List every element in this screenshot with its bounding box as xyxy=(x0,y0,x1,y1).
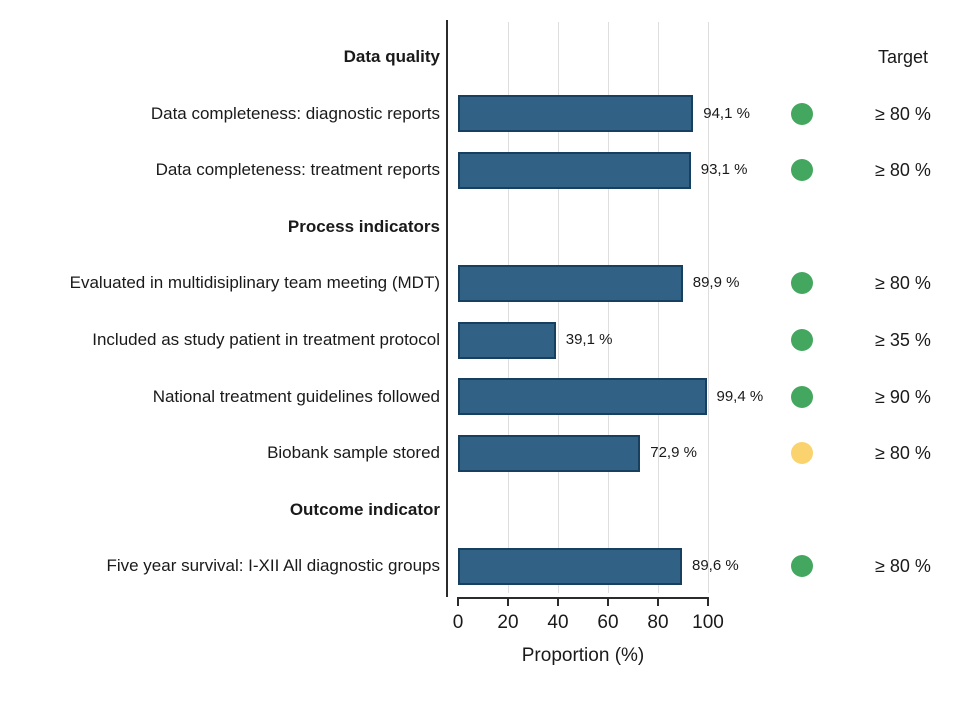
gridline xyxy=(557,22,559,593)
x-axis-tick-label: 40 xyxy=(547,612,569,633)
x-axis-tick-label: 100 xyxy=(692,612,724,633)
bar-value-label: 89,9 % xyxy=(692,274,740,292)
indicator-label: Biobank sample stored xyxy=(267,443,440,463)
indicator-label: Data completeness: treatment reports xyxy=(155,160,440,180)
gridline xyxy=(657,22,659,593)
bar xyxy=(458,151,691,189)
target-value: ≥ 80 % xyxy=(875,273,931,294)
status-green-icon xyxy=(791,159,813,182)
indicator-label: National treatment guidelines followed xyxy=(152,386,440,406)
bar-value-label: 89,6 % xyxy=(692,557,739,575)
section-header: Data quality xyxy=(343,47,440,66)
bar xyxy=(458,95,694,133)
bar-value-label: 72,9 % xyxy=(650,444,697,462)
bar xyxy=(458,321,556,359)
gridline xyxy=(607,22,609,593)
x-axis-title: Proportion (%) xyxy=(521,645,645,666)
indicator-label: Data completeness: diagnostic reports xyxy=(150,103,440,123)
bar-value-label: 93,1 % xyxy=(700,161,748,179)
gridline xyxy=(507,22,509,593)
status-green-icon xyxy=(791,102,813,125)
status-green-icon xyxy=(791,385,813,408)
x-axis-tick-label: 0 xyxy=(452,612,464,633)
bar xyxy=(458,547,682,585)
status-green-icon xyxy=(791,272,813,295)
x-axis-tick-label: 20 xyxy=(497,612,519,633)
target-value: ≥ 90 % xyxy=(875,386,931,407)
section-header: Outcome indicator xyxy=(289,499,440,519)
bar xyxy=(458,378,707,416)
indicator-label: Five year survival: I-XII All diagnostic… xyxy=(106,556,440,576)
target-value: ≥ 80 % xyxy=(875,103,931,124)
x-axis-tick xyxy=(557,597,559,606)
bar-value-label: 94,1 % xyxy=(703,104,750,122)
y-axis-line xyxy=(446,20,448,597)
indicator-label: Evaluated in multidisiplinary team meeti… xyxy=(69,273,440,293)
target-column-header: Target xyxy=(877,47,929,67)
x-axis-tick xyxy=(657,597,659,606)
bar-value-label: 99,4 % xyxy=(716,387,764,405)
target-value: ≥ 80 % xyxy=(875,160,931,181)
x-axis-tick-label: 60 xyxy=(597,612,619,633)
status-yellow-icon xyxy=(791,442,813,465)
section-header: Process indicators xyxy=(287,216,440,236)
status-green-icon xyxy=(791,555,813,578)
x-axis-tick xyxy=(707,597,709,606)
gridline xyxy=(707,22,709,593)
x-axis-tick xyxy=(507,597,509,606)
bar xyxy=(458,264,683,302)
indicator-label: Included as study patient in treatment p… xyxy=(92,330,440,349)
x-axis-line xyxy=(457,597,709,599)
status-green-icon xyxy=(791,329,813,351)
bar xyxy=(458,434,641,472)
x-axis-tick xyxy=(607,597,609,606)
target-value: ≥ 80 % xyxy=(875,556,931,577)
x-axis-tick-label: 80 xyxy=(647,612,669,633)
target-value: ≥ 35 % xyxy=(875,330,931,350)
target-value: ≥ 80 % xyxy=(875,443,931,464)
bar-value-label: 39,1 % xyxy=(565,331,613,348)
x-axis-tick xyxy=(457,597,459,606)
